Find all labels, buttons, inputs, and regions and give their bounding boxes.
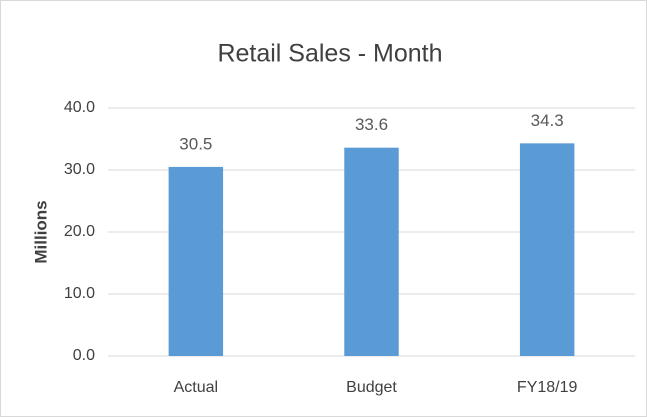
y-tick-label: 0.0 [73,347,95,364]
x-tick-label: Actual [174,379,218,396]
y-axis-label: Millions [31,200,50,263]
data-label: 33.6 [355,115,388,134]
x-tick-label: Budget [346,379,397,396]
data-label: 30.5 [179,134,212,153]
bar [519,143,575,356]
data-label: 34.3 [531,111,564,130]
bar [168,166,224,356]
y-tick-label: 30.0 [64,161,95,178]
chart-title: Retail Sales - Month [217,40,442,68]
bar [344,147,399,356]
y-tick-label: 40.0 [64,99,95,116]
x-tick-label: FY18/19 [517,379,578,396]
y-tick-label: 10.0 [64,285,95,302]
y-tick-label: 20.0 [64,223,95,240]
